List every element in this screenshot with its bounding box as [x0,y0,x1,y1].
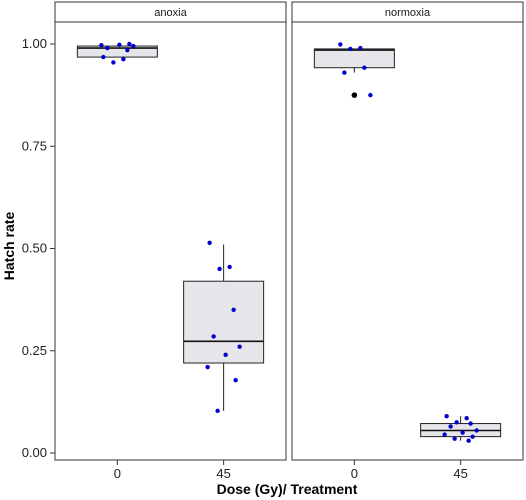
x-tick-label: 45 [453,466,467,481]
data-point [117,42,122,48]
data-point [348,46,353,52]
data-point [464,416,469,421]
data-point [231,307,236,313]
box [76,45,158,58]
panel-anoxia: anoxia 0 45 [54,1,287,481]
box-group [183,240,265,414]
data-point [233,377,238,383]
data-point [227,264,232,270]
data-point [217,266,222,272]
data-point [205,364,210,370]
data-point [362,65,367,70]
facet-label: anoxia [154,7,187,19]
data-point [338,42,343,47]
x-axis-title: Dose (Gy)/ Treatment [217,481,358,497]
data-point [237,344,242,349]
data-point [466,438,471,443]
data-point [99,43,104,48]
box-group [420,413,502,443]
data-point [444,413,449,419]
y-tick-label: 0.50 [22,241,47,256]
box [183,280,265,364]
x-tick-label: 45 [216,466,230,481]
data-point [111,60,116,65]
y-tick-label: 0.25 [22,343,47,358]
data-point [368,92,373,98]
data-point [342,70,347,75]
y-axis: 0.00 0.25 0.50 0.75 1.00 [22,36,55,460]
panel-normoxia: normoxia 0 45 [291,1,524,481]
panel-border [54,21,287,461]
y-tick-label: 1.00 [22,36,47,51]
box [313,48,395,69]
outlier-point [351,92,358,98]
data-point [101,54,106,60]
data-point [105,45,110,51]
data-point [442,432,447,437]
data-point [460,430,465,435]
data-point [125,47,130,53]
data-point [121,56,126,62]
data-point [452,436,457,441]
box-group [313,42,395,98]
data-point [468,421,473,426]
data-point [470,434,475,439]
data-point [448,424,453,429]
data-point [215,408,220,414]
data-point [358,45,363,51]
data-point [474,428,479,433]
data-point [454,420,459,425]
data-point [223,352,228,358]
panels-layer: anoxia 0 45 normoxia 0 45 [54,1,524,481]
x-tick-label: 0 [351,466,358,481]
x-tick-label: 0 [114,466,121,481]
y-axis-title: Hatch rate [1,212,17,281]
data-point [211,334,216,339]
data-point [207,240,212,245]
data-point [131,43,136,49]
box-group [76,41,158,65]
data-point [127,41,132,47]
y-tick-label: 0.00 [22,445,47,460]
panel-border [291,21,524,461]
facet-label: normoxia [385,7,431,19]
y-tick-label: 0.75 [22,138,47,153]
